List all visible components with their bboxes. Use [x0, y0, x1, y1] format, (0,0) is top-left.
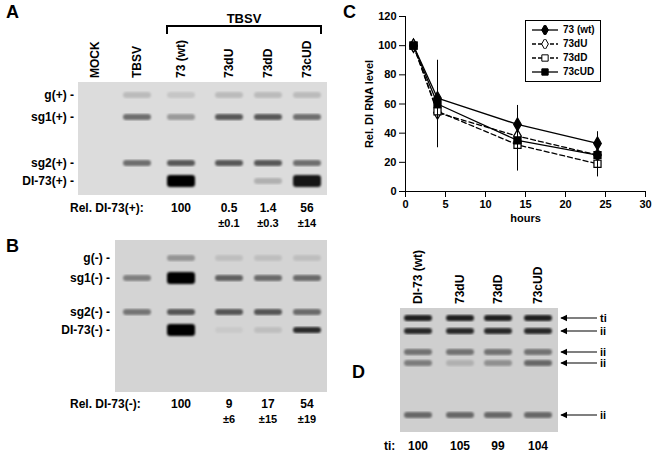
svg-text:100: 100	[378, 39, 396, 51]
svg-text:±0.3: ±0.3	[257, 217, 278, 229]
svg-text:Rel. DI-73(+):: Rel. DI-73(+):	[70, 201, 144, 215]
svg-text:ti:: ti:	[384, 439, 395, 453]
svg-text:TBSV: TBSV	[130, 46, 144, 78]
svg-text:5: 5	[442, 198, 448, 210]
svg-text:73dD: 73dD	[491, 274, 505, 304]
svg-text:DI-73 (wt): DI-73 (wt)	[411, 250, 425, 304]
svg-text:54: 54	[300, 397, 314, 411]
svg-text:ii: ii	[600, 409, 606, 421]
svg-text:0.5: 0.5	[221, 201, 238, 215]
svg-text:104: 104	[528, 439, 548, 453]
svg-text:TBSV: TBSV	[227, 11, 262, 26]
svg-text:DI-73(-) -: DI-73(-) -	[61, 323, 110, 337]
html-text:73dU: 73dU	[563, 38, 588, 49]
svg-text:73dD: 73dD	[261, 48, 275, 78]
svg-text:sg2(+) -: sg2(+) -	[31, 156, 74, 170]
svg-text:73 (wt): 73 (wt)	[174, 40, 188, 78]
svg-text:±15: ±15	[259, 413, 277, 425]
svg-text:D: D	[352, 362, 365, 382]
svg-text:25: 25	[599, 198, 611, 210]
svg-text:±14: ±14	[298, 217, 317, 229]
svg-text:C: C	[343, 2, 356, 22]
svg-text:DI-73(+) -: DI-73(+) -	[22, 174, 74, 188]
svg-text:ii: ii	[600, 325, 606, 337]
svg-text:73dU: 73dU	[222, 49, 236, 78]
svg-text:0: 0	[390, 185, 396, 197]
svg-text:MOCK: MOCK	[88, 41, 102, 78]
svg-text:sg1(+) -: sg1(+) -	[31, 110, 74, 124]
svg-text:56: 56	[300, 201, 314, 215]
svg-text:ii: ii	[600, 346, 607, 358]
svg-text:Rel. DI-73(-):: Rel. DI-73(-):	[70, 397, 141, 411]
svg-text:A: A	[6, 2, 19, 22]
svg-text:10: 10	[479, 198, 491, 210]
svg-text:73cUD: 73cUD	[300, 40, 314, 78]
svg-text:17: 17	[261, 397, 275, 411]
svg-text:80: 80	[384, 68, 396, 80]
svg-text:120: 120	[378, 10, 396, 22]
svg-text:40: 40	[384, 127, 396, 139]
svg-text:73cUD: 73cUD	[531, 266, 545, 304]
html-text:73 (wt): 73 (wt)	[563, 24, 595, 35]
svg-text:100: 100	[171, 201, 191, 215]
html-text:73cUD: 73cUD	[563, 66, 595, 77]
svg-text:100: 100	[171, 397, 191, 411]
svg-text:ii: ii	[600, 357, 606, 369]
svg-text:9: 9	[226, 397, 233, 411]
html-text:73dD: 73dD	[563, 52, 588, 63]
svg-text:20: 20	[559, 198, 571, 210]
svg-text:±19: ±19	[298, 413, 316, 425]
svg-text:±0.1: ±0.1	[218, 217, 239, 229]
svg-text:60: 60	[384, 98, 396, 110]
svg-text:0: 0	[402, 198, 408, 210]
svg-text:ti: ti	[600, 312, 607, 324]
svg-text:30: 30	[639, 198, 651, 210]
svg-text:B: B	[6, 236, 19, 256]
svg-text:sg2(-) -: sg2(-) -	[70, 305, 110, 319]
svg-text:g(+) -: g(+) -	[44, 88, 74, 102]
svg-text:105: 105	[450, 439, 470, 453]
svg-text:73dU: 73dU	[453, 275, 467, 304]
svg-text:±6: ±6	[223, 413, 235, 425]
svg-text:1.4: 1.4	[260, 201, 277, 215]
svg-text:20: 20	[384, 156, 396, 168]
svg-text:100: 100	[408, 439, 428, 453]
svg-text:99: 99	[491, 439, 505, 453]
svg-text:Rel. DI RNA level: Rel. DI RNA level	[363, 60, 375, 148]
svg-text:hours: hours	[510, 212, 541, 224]
svg-text:15: 15	[519, 198, 531, 210]
svg-text:sg1(-) -: sg1(-) -	[70, 271, 110, 285]
svg-text:g(-) -: g(-) -	[83, 251, 110, 265]
